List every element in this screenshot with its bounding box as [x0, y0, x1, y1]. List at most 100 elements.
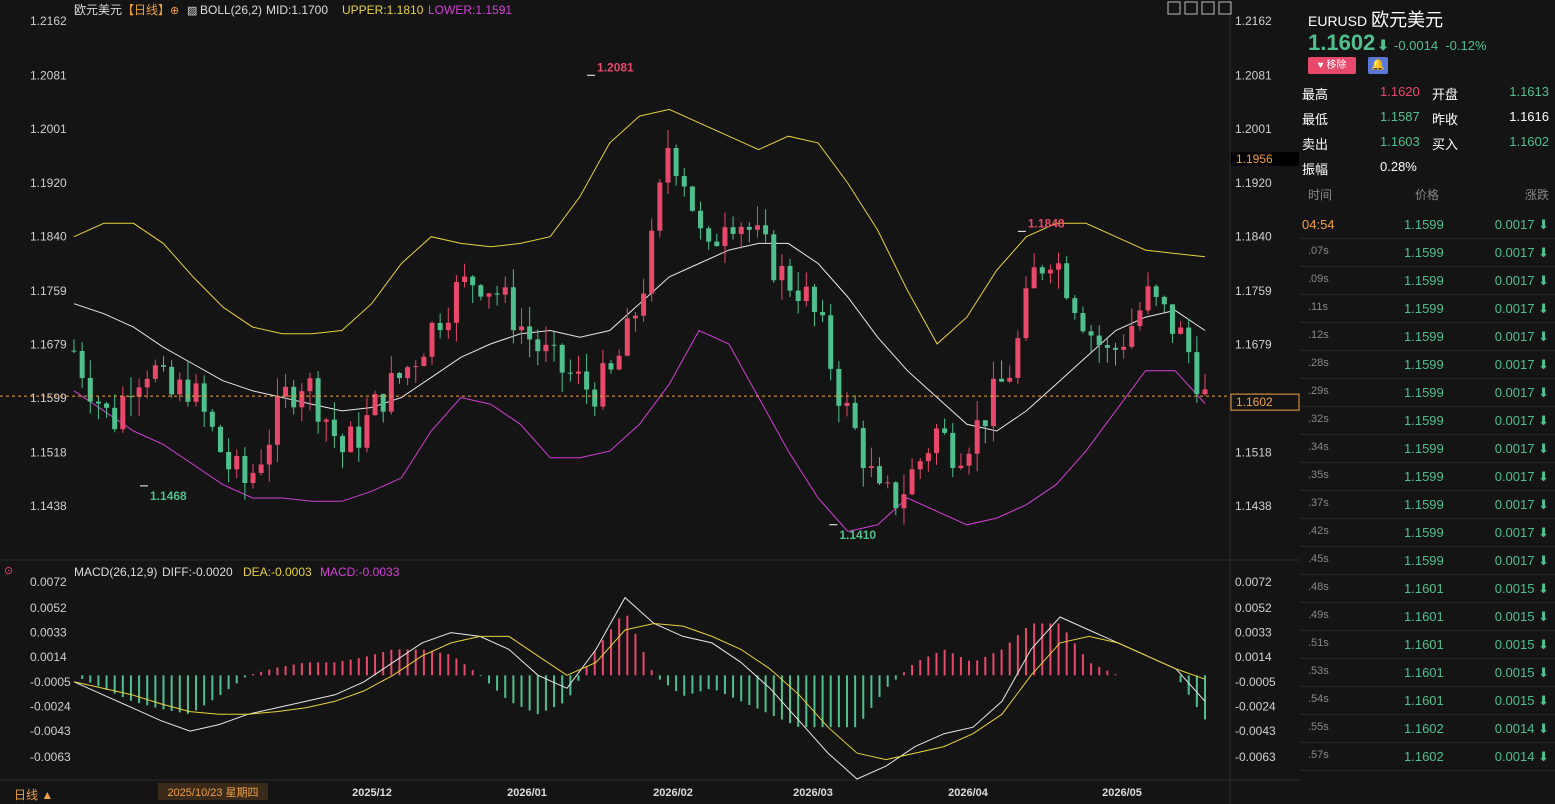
- period-tab[interactable]: 日线 ▲: [14, 788, 54, 802]
- candle-body: [1064, 263, 1070, 299]
- candle-body: [1080, 312, 1086, 332]
- zoom-in-icon[interactable]: [1218, 1, 1232, 15]
- candle-body: [1186, 327, 1192, 353]
- tick-row[interactable]: .49s 1.1601 0.0015 ⬇: [1300, 602, 1555, 631]
- candle-body: [1015, 338, 1021, 378]
- tick-row[interactable]: .53s 1.1601 0.0015 ⬇: [1300, 658, 1555, 687]
- tick-row[interactable]: .45s 1.1599 0.0017 ⬇: [1300, 546, 1555, 575]
- tick-time: .55s: [1308, 721, 1329, 733]
- tick-price: 1.1599: [1404, 553, 1444, 568]
- candle-body: [584, 371, 590, 390]
- tick-time: .37s: [1308, 497, 1329, 509]
- tick-row[interactable]: .28s 1.1599 0.0017 ⬇: [1300, 350, 1555, 379]
- tick-change: 0.0017 ⬇: [1494, 273, 1549, 288]
- stat-label: 开盘: [1432, 87, 1459, 102]
- tick-row[interactable]: .32s 1.1599 0.0017 ⬇: [1300, 406, 1555, 435]
- macd-diff-line: [73, 596, 1206, 780]
- stat-label: 卖出: [1302, 137, 1329, 152]
- tick-row[interactable]: .09s 1.1599 0.0017 ⬇: [1300, 266, 1555, 295]
- symbol-name: 欧元美元: [74, 3, 122, 17]
- candle-body: [348, 426, 354, 453]
- candle-body: [1137, 310, 1143, 327]
- tick-price: 1.1599: [1404, 357, 1444, 372]
- tick-change: 0.0015 ⬇: [1494, 637, 1549, 652]
- tick-row[interactable]: .48s 1.1601 0.0015 ⬇: [1300, 574, 1555, 603]
- tick-row[interactable]: .54s 1.1601 0.0015 ⬇: [1300, 686, 1555, 715]
- candle-body: [95, 401, 101, 404]
- candle-body: [527, 326, 533, 340]
- candle-body: [1007, 377, 1013, 382]
- tick-row[interactable]: .07s 1.1599 0.0017 ⬇: [1300, 238, 1555, 267]
- candle-body: [665, 147, 671, 183]
- zoom-out-icon[interactable]: [1201, 1, 1215, 15]
- candle-body: [502, 287, 508, 295]
- boll-lower-line: [73, 329, 1206, 533]
- candle-body: [104, 403, 110, 408]
- tick-price: 1.1601: [1404, 693, 1444, 708]
- candle-body: [201, 383, 207, 412]
- boll-upper-line: [73, 108, 1206, 345]
- tick-row[interactable]: .34s 1.1599 0.0017 ⬇: [1300, 434, 1555, 463]
- stats-row: 卖出 1.1603 买入 1.1602: [1300, 130, 1555, 155]
- macd-tick-right: -0.0063: [1235, 750, 1276, 764]
- period-label[interactable]: 【日线】: [122, 3, 170, 17]
- diff-label: DIFF:-0.0020: [162, 565, 233, 579]
- tick-row[interactable]: .51s 1.1601 0.0015 ⬇: [1300, 630, 1555, 659]
- boll-mid-line: [73, 242, 1206, 432]
- extreme-marker-label: 1.1848: [1028, 216, 1065, 230]
- tick-change: 0.0014 ⬇: [1494, 749, 1549, 764]
- candle-body: [217, 426, 223, 453]
- tick-row[interactable]: .42s 1.1599 0.0017 ⬇: [1300, 518, 1555, 547]
- tick-time: .53s: [1308, 665, 1329, 677]
- stat-value: 1.1620: [1380, 84, 1420, 99]
- candle-body: [1145, 286, 1151, 311]
- price-tick-right: 1.1759: [1235, 284, 1272, 298]
- price-chart[interactable]: 1.2162 1.2162 1.2081 1.2081 1.2001 1.2001 1.19…: [0, 0, 1300, 804]
- price-tick-right: 1.1438: [1235, 499, 1272, 513]
- tick-time: 04:54: [1302, 217, 1335, 232]
- tick-change: 0.0017 ⬇: [1494, 525, 1549, 540]
- dea-label: DEA:-0.0003: [243, 565, 312, 579]
- candle-body: [1088, 331, 1094, 336]
- tick-time: .09s: [1308, 273, 1329, 285]
- candle-body: [372, 394, 378, 416]
- candle-body: [1096, 335, 1102, 346]
- candle-body: [340, 436, 346, 453]
- candle-body: [462, 276, 468, 283]
- tick-row[interactable]: .37s 1.1599 0.0017 ⬇: [1300, 490, 1555, 519]
- expand-icon[interactable]: [1184, 1, 1198, 15]
- candle-body: [958, 465, 964, 468]
- boll-icon: ▨: [187, 5, 197, 17]
- candle-body: [698, 210, 704, 229]
- fit-icon[interactable]: [1167, 1, 1181, 15]
- candle-body: [356, 426, 362, 448]
- tick-change: 0.0017 ⬇: [1494, 385, 1549, 400]
- tick-row[interactable]: .29s 1.1599 0.0017 ⬇: [1300, 378, 1555, 407]
- lower-label: LOWER:1.1591: [428, 3, 512, 17]
- candle-body: [1153, 286, 1159, 297]
- candle-body: [868, 466, 874, 469]
- tick-time: .12s: [1308, 329, 1329, 341]
- down-arrow-icon: ⬇: [1377, 37, 1390, 53]
- candle-body: [1047, 269, 1053, 274]
- extreme-marker-label: 1.1468: [150, 489, 187, 503]
- tick-time: .42s: [1308, 525, 1329, 537]
- tick-row[interactable]: .57s 1.1602 0.0014 ⬇: [1300, 742, 1555, 771]
- stat-value: 0.28%: [1380, 159, 1417, 174]
- stat-label: 振幅: [1302, 162, 1329, 177]
- tick-row[interactable]: .35s 1.1599 0.0017 ⬇: [1300, 462, 1555, 491]
- candle-body: [543, 344, 549, 352]
- settings-icon[interactable]: ⊕: [170, 5, 179, 17]
- time-axis-label: 2025/12: [352, 787, 392, 799]
- candle-body: [779, 265, 785, 281]
- candle-body: [714, 241, 720, 247]
- macd-settings-icon[interactable]: ⊙: [4, 565, 13, 577]
- tick-row[interactable]: .12s 1.1599 0.0017 ⬇: [1300, 322, 1555, 351]
- stat-value: 1.1603: [1380, 134, 1420, 149]
- tick-row[interactable]: .55s 1.1602 0.0014 ⬇: [1300, 714, 1555, 743]
- tick-row[interactable]: 04:54 1.1599 0.0017 ⬇: [1300, 210, 1555, 239]
- remove-favorite-button[interactable]: ♥ 移除: [1308, 57, 1356, 74]
- tick-row[interactable]: .11s 1.1599 0.0017 ⬇: [1300, 294, 1555, 323]
- alert-bell-icon[interactable]: 🔔: [1368, 57, 1388, 74]
- candle-body: [1202, 389, 1208, 395]
